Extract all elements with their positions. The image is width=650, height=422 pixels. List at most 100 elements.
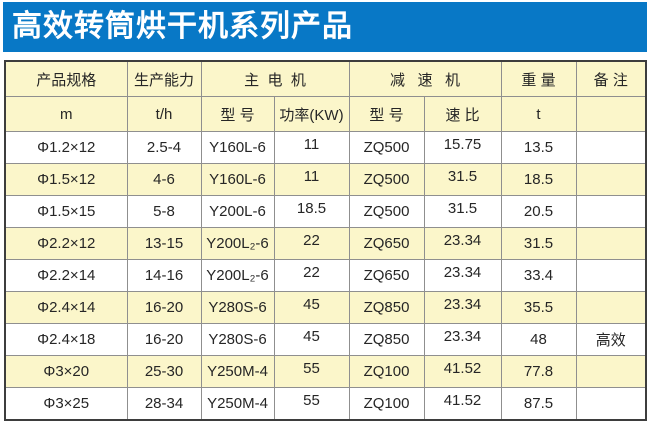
cell-weight: 48 xyxy=(500,323,577,356)
cell-remark xyxy=(575,259,647,292)
cell-motor_model: Y250M-4 xyxy=(200,355,275,388)
cell-weight: 18.5 xyxy=(500,163,577,196)
cell-motor_power: 45 xyxy=(273,291,350,324)
title-banner: 高效转筒烘干机系列产品 xyxy=(3,2,647,52)
cell-spec: Φ1.2×12 xyxy=(4,131,128,164)
cell-reducer_ratio: 23.34 xyxy=(423,259,502,292)
cell-remark xyxy=(575,163,647,196)
cell-reducer_model: ZQ500 xyxy=(348,131,425,164)
cell-capacity: 5-8 xyxy=(126,195,202,228)
cell-motor_model: Y280S-6 xyxy=(200,323,275,356)
header-unit-remark xyxy=(575,96,647,132)
cell-motor_power: 55 xyxy=(273,387,350,421)
table-row: Φ2.4×18 16-20 Y280S-6 45 ZQ850 23.34 48 高效 xyxy=(4,323,647,356)
cell-reducer_model: ZQ100 xyxy=(348,355,425,388)
cell-motor_power: 22 xyxy=(273,227,350,260)
cell-reducer_model: ZQ500 xyxy=(348,163,425,196)
cell-spec: Φ1.5×12 xyxy=(4,163,128,196)
cell-reducer_model: ZQ650 xyxy=(348,227,425,260)
table-row: Φ3×25 28-34 Y250M-4 55 ZQ100 41.52 87.5 xyxy=(4,387,647,421)
cell-reducer_ratio: 23.34 xyxy=(423,227,502,260)
product-spec-table: 产品规格 生产能力 主 电 机 减 速 机 重 量 备 注 m t/h 型 号 … xyxy=(4,60,647,421)
header-remark: 备 注 xyxy=(575,60,647,97)
header-product-spec: 产品规格 xyxy=(4,60,128,97)
cell-motor_power: 22 xyxy=(273,259,350,292)
cell-weight: 31.5 xyxy=(500,227,577,260)
cell-weight: 13.5 xyxy=(500,131,577,164)
cell-reducer_model: ZQ850 xyxy=(348,291,425,324)
cell-motor_model: Y250M-4 xyxy=(200,387,275,421)
cell-remark xyxy=(575,291,647,324)
cell-weight: 77.8 xyxy=(500,355,577,388)
table-row: Φ1.2×12 2.5-4 Y160L-6 11 ZQ500 15.75 13.5 xyxy=(4,131,647,164)
cell-remark xyxy=(575,195,647,228)
table-body: Φ1.2×12 2.5-4 Y160L-6 11 ZQ500 15.75 13.5 Φ1.5×… xyxy=(4,131,647,421)
cell-motor_model: Y280S-6 xyxy=(200,291,275,324)
header-unit-spec: m xyxy=(4,96,128,132)
cell-motor_model: Y200L₂-6 xyxy=(200,227,275,260)
cell-motor_power: 18.5 xyxy=(273,195,350,228)
cell-motor_model: Y160L-6 xyxy=(200,131,275,164)
cell-reducer_ratio: 31.5 xyxy=(423,163,502,196)
cell-capacity: 16-20 xyxy=(126,291,202,324)
header-capacity: 生产能力 xyxy=(126,60,202,97)
cell-motor_power: 11 xyxy=(273,131,350,164)
cell-motor_model: Y200L₂-6 xyxy=(200,259,275,292)
cell-remark: 高效 xyxy=(575,323,647,356)
header-motor-model: 型 号 xyxy=(200,96,275,132)
table-row: Φ2.2×14 14-16 Y200L₂-6 22 ZQ650 23.34 33.4 xyxy=(4,259,647,292)
cell-spec: Φ2.4×18 xyxy=(4,323,128,356)
cell-spec: Φ3×25 xyxy=(4,387,128,421)
cell-remark xyxy=(575,387,647,421)
cell-weight: 20.5 xyxy=(500,195,577,228)
header-motor-power: 功率(KW) xyxy=(273,96,350,132)
cell-reducer_ratio: 15.75 xyxy=(423,131,502,164)
header-unit-capacity: t/h xyxy=(126,96,202,132)
cell-capacity: 28-34 xyxy=(126,387,202,421)
cell-capacity: 2.5-4 xyxy=(126,131,202,164)
cell-spec: Φ2.4×14 xyxy=(4,291,128,324)
header-reducer-group: 减 速 机 xyxy=(348,60,502,97)
cell-reducer_ratio: 41.52 xyxy=(423,355,502,388)
header-row-units: m t/h 型 号 功率(KW) 型 号 速 比 t xyxy=(4,96,647,132)
header-reducer-model: 型 号 xyxy=(348,96,425,132)
cell-spec: Φ1.5×15 xyxy=(4,195,128,228)
table-header: 产品规格 生产能力 主 电 机 减 速 机 重 量 备 注 m t/h 型 号 … xyxy=(4,60,647,132)
header-reducer-ratio: 速 比 xyxy=(423,96,502,132)
table-row: Φ1.5×15 5-8 Y200L-6 18.5 ZQ500 31.5 20.5 xyxy=(4,195,647,228)
cell-capacity: 13-15 xyxy=(126,227,202,260)
cell-weight: 87.5 xyxy=(500,387,577,421)
cell-remark xyxy=(575,227,647,260)
cell-reducer_ratio: 31.5 xyxy=(423,195,502,228)
cell-reducer_model: ZQ650 xyxy=(348,259,425,292)
cell-capacity: 14-16 xyxy=(126,259,202,292)
table-row: Φ3×20 25-30 Y250M-4 55 ZQ100 41.52 77.8 xyxy=(4,355,647,388)
cell-spec: Φ2.2×14 xyxy=(4,259,128,292)
table-row: Φ2.4×14 16-20 Y280S-6 45 ZQ850 23.34 35.5 xyxy=(4,291,647,324)
cell-motor_model: Y200L-6 xyxy=(200,195,275,228)
header-weight: 重 量 xyxy=(500,60,577,97)
cell-capacity: 25-30 xyxy=(126,355,202,388)
cell-weight: 35.5 xyxy=(500,291,577,324)
cell-capacity: 4-6 xyxy=(126,163,202,196)
header-row-groups: 产品规格 生产能力 主 电 机 减 速 机 重 量 备 注 xyxy=(4,60,647,97)
cell-reducer_model: ZQ500 xyxy=(348,195,425,228)
header-unit-weight: t xyxy=(500,96,577,132)
cell-remark xyxy=(575,131,647,164)
header-main-motor-group: 主 电 机 xyxy=(200,60,350,97)
cell-reducer_ratio: 41.52 xyxy=(423,387,502,421)
cell-motor_power: 11 xyxy=(273,163,350,196)
cell-reducer_ratio: 23.34 xyxy=(423,323,502,356)
cell-capacity: 16-20 xyxy=(126,323,202,356)
cell-reducer_model: ZQ850 xyxy=(348,323,425,356)
cell-motor_power: 55 xyxy=(273,355,350,388)
table-row: Φ1.5×12 4-6 Y160L-6 11 ZQ500 31.5 18.5 xyxy=(4,163,647,196)
table-row: Φ2.2×12 13-15 Y200L₂-6 22 ZQ650 23.34 31.5 xyxy=(4,227,647,260)
page-title: 高效转筒烘干机系列产品 xyxy=(12,10,353,43)
cell-weight: 33.4 xyxy=(500,259,577,292)
cell-spec: Φ3×20 xyxy=(4,355,128,388)
cell-motor_model: Y160L-6 xyxy=(200,163,275,196)
cell-reducer_model: ZQ100 xyxy=(348,387,425,421)
cell-remark xyxy=(575,355,647,388)
cell-spec: Φ2.2×12 xyxy=(4,227,128,260)
